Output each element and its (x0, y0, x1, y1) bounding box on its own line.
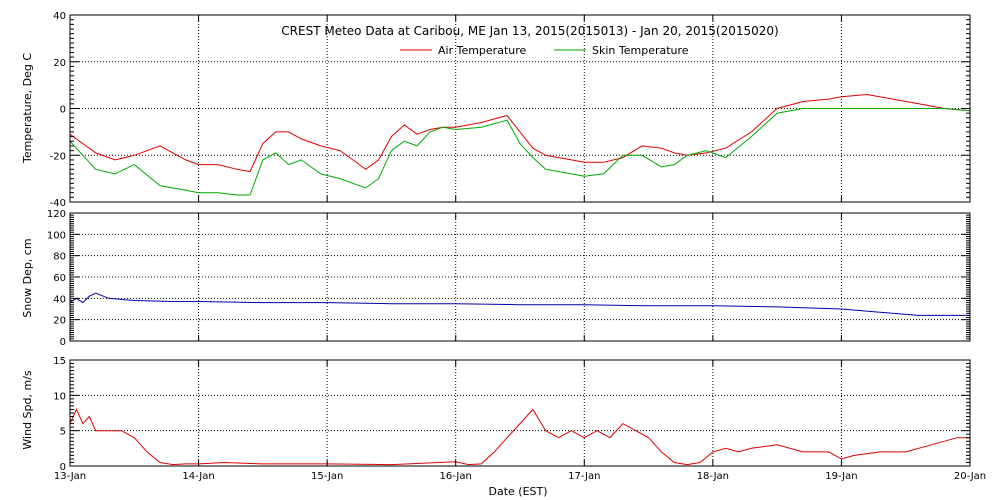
temperature-panel: -40 -20 0 20 40 (50, 11, 971, 209)
y-tick-label: 80 (53, 252, 66, 263)
y-tick-label: 0 (60, 462, 66, 473)
x-tick-label: 17-Jan (568, 471, 600, 482)
x-axis-label: Date (EST) (488, 485, 547, 498)
series-line-wind (69, 408, 970, 466)
y-tick-label: 20 (53, 58, 66, 69)
x-tick-label: 19-Jan (825, 471, 857, 482)
chart-title: CREST Meteo Data at Caribou, ME Jan 13, … (281, 24, 778, 38)
legend-skin-label: Skin Temperature (592, 44, 689, 57)
y-tick-label: 20 (53, 316, 66, 327)
y-tick-label: 10 (53, 391, 66, 402)
y-tick-label: -20 (50, 151, 66, 162)
x-tick-label: 13-Jan (54, 471, 86, 482)
y-tick-label: 40 (53, 294, 66, 305)
x-tick-label: 18-Jan (697, 471, 729, 482)
x-tick-label: 20-Jan (954, 471, 986, 482)
snow-depth-axis-label: Snow Dep, cm (21, 238, 34, 317)
snow-depth-panel: 0 20 40 60 80 100 120 (47, 209, 971, 348)
y-tick-label: 15 (53, 356, 66, 367)
y-tick-label: 120 (47, 209, 66, 220)
y-tick-label: 0 (60, 105, 66, 116)
series-line-snow (69, 292, 970, 316)
legend: Air Temperature Skin Temperature (400, 44, 689, 57)
series-line-air (69, 93, 971, 173)
x-tick-label: 15-Jan (311, 471, 343, 482)
legend-air-label: Air Temperature (438, 44, 527, 57)
wind-speed-panel: 0 5 10 15 13-Jan 14-Jan 15-Jan 16-Jan 17-Jan 18-J… (53, 356, 986, 482)
x-tick-label: 16-Jan (440, 471, 472, 482)
wind-speed-axis-label: Wind Spd, m/s (21, 370, 34, 450)
temperature-axis-label: Temperature, Deg C (21, 53, 34, 164)
x-tick-label: 14-Jan (182, 471, 214, 482)
y-tick-label: -40 (50, 198, 66, 209)
y-tick-label: 100 (47, 230, 66, 241)
y-tick-label: 0 (60, 337, 66, 348)
series-line-skin (69, 108, 971, 196)
y-tick-label: 60 (53, 273, 66, 284)
y-tick-label: 40 (53, 11, 66, 22)
y-tick-label: 5 (60, 427, 66, 438)
